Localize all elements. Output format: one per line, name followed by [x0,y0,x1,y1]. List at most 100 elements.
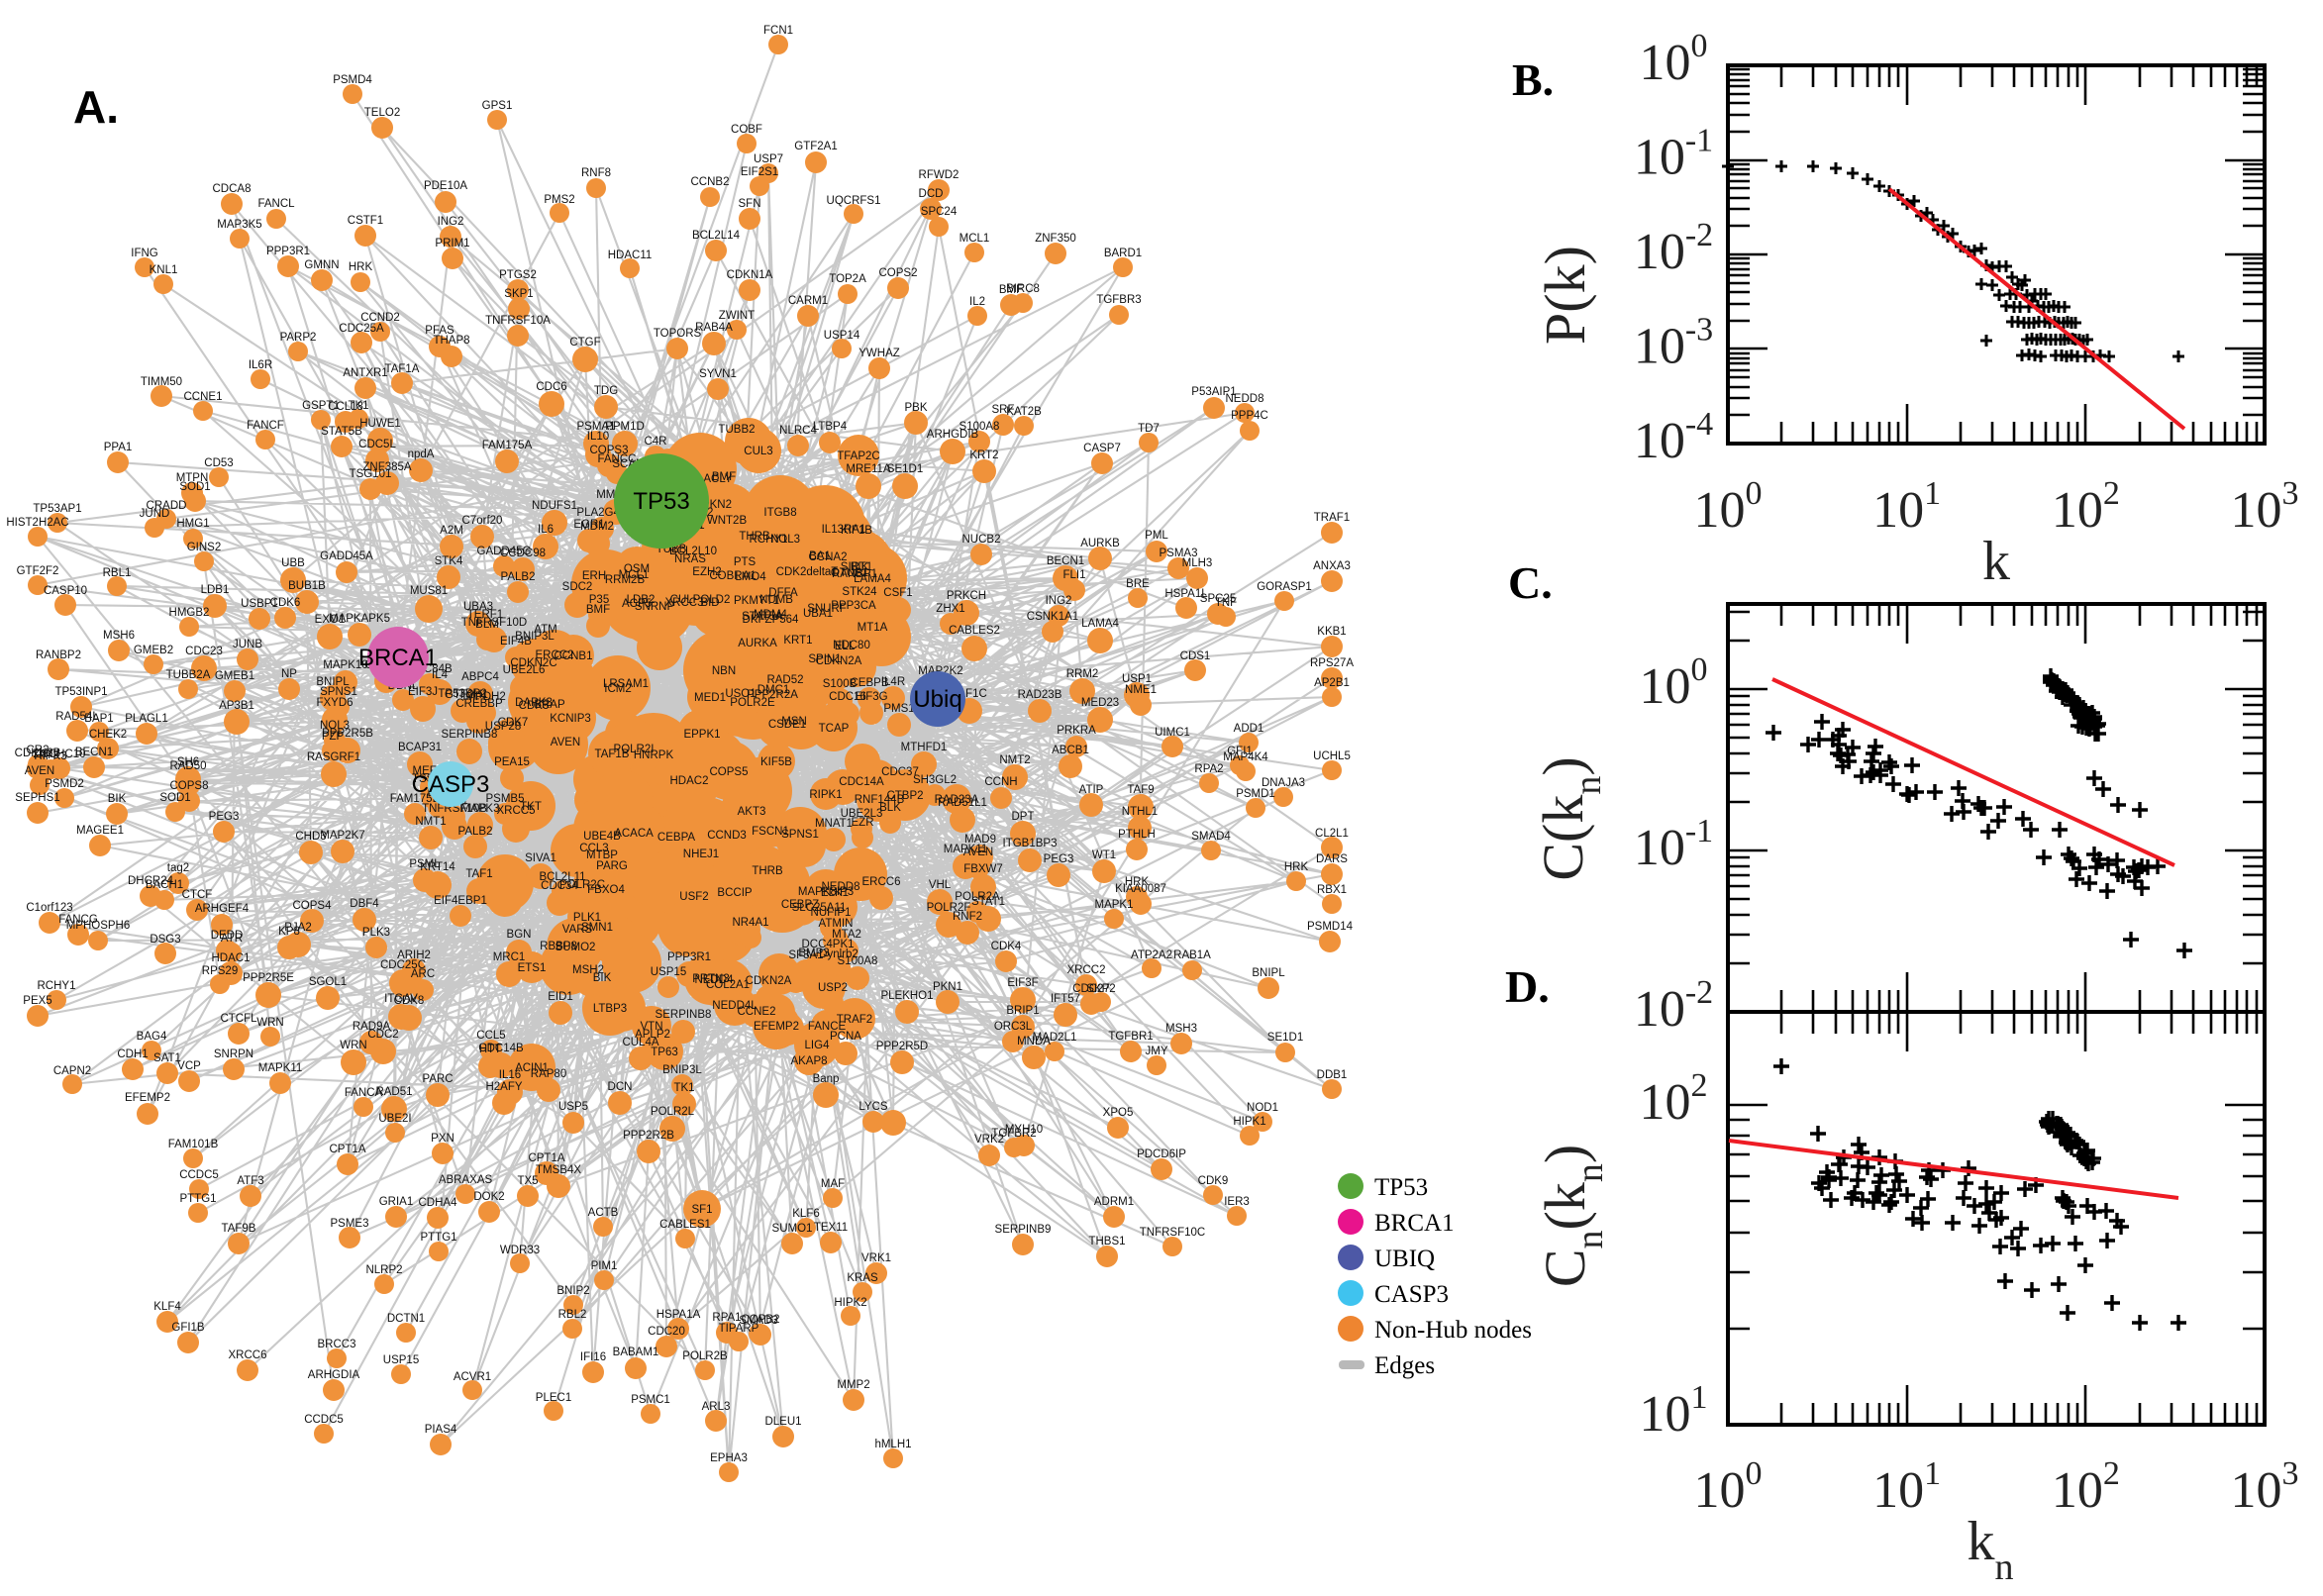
svg-text:PMS2: PMS2 [544,194,574,206]
svg-text:BA1: BA1 [809,550,831,562]
svg-text:NMT1: NMT1 [415,816,446,828]
svg-text:POLR2E: POLR2E [730,697,775,709]
svg-text:LTBP3: LTBP3 [593,1003,627,1015]
svg-text:SKP2: SKP2 [1086,983,1115,995]
svg-text:CCND2: CCND2 [360,312,400,324]
svg-text:NDC80: NDC80 [833,640,870,651]
svg-text:SNRPN: SNRPN [214,1048,253,1060]
svg-text:THBS1: THBS1 [1088,1236,1125,1247]
svg-text:ELK1: ELK1 [821,887,849,899]
svg-text:PIAS4: PIAS4 [425,1424,457,1436]
svg-text:USP7: USP7 [754,153,783,165]
svg-text:MCL1: MCL1 [960,233,990,245]
svg-text:KRT2: KRT2 [969,449,998,461]
svg-text:Ubiq: Ubiq [913,686,961,713]
svg-text:NME1: NME1 [1125,684,1157,696]
svg-text:WDR33: WDR33 [500,1245,540,1256]
svg-text:MAP4K4: MAP4K4 [1223,751,1268,763]
svg-text:GADD45G: GADD45G [477,546,532,557]
svg-text:FANCE: FANCE [808,1021,847,1033]
svg-text:CTCFL: CTCFL [220,1013,257,1025]
svg-text:CDC5L: CDC5L [358,439,396,450]
svg-text:TAF1: TAF1 [465,868,492,880]
svg-text:BID: BID [700,597,719,609]
svg-text:EIF3F: EIF3F [1007,977,1038,989]
svg-text:PTGS2: PTGS2 [499,269,537,281]
svg-text:ACLY: ACLY [703,473,733,485]
svg-text:CCNE1: CCNE1 [184,391,223,403]
svg-text:GSPT1: GSPT1 [302,400,340,412]
svg-text:PSME3: PSME3 [331,1218,369,1230]
svg-text:WRN: WRN [340,1040,366,1051]
svg-text:SUMO2: SUMO2 [556,942,596,953]
svg-text:ACP5: ACP5 [622,598,652,610]
svg-text:EIF3G: EIF3G [855,691,887,703]
svg-text:AKT3: AKT3 [738,806,766,818]
svg-text:BABAM1: BABAM1 [613,1347,659,1358]
svg-text:LDB2: LDB2 [627,594,656,606]
svg-text:SGOL1: SGOL1 [309,976,347,988]
svg-text:MED23: MED23 [1081,697,1119,709]
svg-text:CDKN2A: CDKN2A [746,975,792,987]
svg-text:PDE10A: PDE10A [424,180,467,192]
svg-text:MTPN: MTPN [176,472,209,484]
svg-text:THRB: THRB [752,865,783,877]
svg-text:ARC: ARC [411,968,435,980]
svg-text:UBA3: UBA3 [463,601,493,613]
svg-text:AURKB: AURKB [1080,538,1120,549]
svg-text:POLR2A: POLR2A [955,891,1000,903]
svg-text:KAT2B: KAT2B [1006,406,1042,418]
svg-text:BNIP3L: BNIP3L [662,1064,702,1076]
svg-text:SAT1: SAT1 [153,1052,181,1064]
svg-text:TELO2: TELO2 [364,107,400,119]
svg-text:PDCD6IP: PDCD6IP [1137,1148,1186,1160]
svg-text:RANBP2: RANBP2 [36,649,81,661]
svg-text:JMY: JMY [1146,1046,1168,1057]
svg-text:SIVA1: SIVA1 [525,852,556,864]
svg-text:103: 103 [2231,475,2299,539]
svg-text:BARD1: BARD1 [1104,248,1142,259]
svg-text:MAPKAPK5: MAPKAPK5 [329,613,390,625]
svg-text:HRK: HRK [349,261,373,273]
svg-text:ZNF350: ZNF350 [1035,233,1076,245]
svg-text:CDK4: CDK4 [991,941,1022,952]
svg-text:IFNG: IFNG [131,248,158,259]
svg-text:RPS29: RPS29 [202,965,238,977]
svg-text:BUB1B: BUB1B [288,580,326,592]
svg-text:MDM4: MDM4 [754,609,787,621]
svg-text:DKFZP564: DKFZP564 [743,614,799,626]
svg-text:PEG3: PEG3 [209,811,240,823]
svg-text:ABRAXAS: ABRAXAS [439,1174,493,1186]
svg-text:ARL3: ARL3 [702,1401,731,1413]
svg-text:TK1: TK1 [348,400,368,412]
svg-text:NEDD4L: NEDD4L [712,1000,758,1012]
svg-text:HMG1: HMG1 [176,518,209,530]
svg-text:10-2: 10-2 [1634,217,1713,280]
svg-text:TIPARP: TIPARP [719,1323,759,1335]
svg-text:UBE2L6: UBE2L6 [503,664,546,676]
svg-text:DCC4PK1: DCC4PK1 [801,939,854,950]
svg-text:TMSB4X: TMSB4X [536,1164,581,1176]
svg-text:KKB1: KKB1 [1317,626,1346,638]
svg-text:UIMC1: UIMC1 [1155,727,1190,739]
svg-text:BAP1: BAP1 [84,713,113,725]
svg-text:RPA1: RPA1 [712,1312,741,1324]
svg-text:USP15: USP15 [651,966,686,978]
svg-text:UBE2I: UBE2I [378,1113,411,1125]
svg-text:npdA: npdA [408,449,435,460]
svg-text:BGN: BGN [507,929,532,941]
svg-text:RRM2B: RRM2B [605,574,646,586]
svg-text:CRADD: CRADD [147,500,187,512]
svg-text:EXO1: EXO1 [315,614,346,626]
svg-text:RAD52: RAD52 [766,674,803,686]
svg-text:ABCB1: ABCB1 [1052,745,1089,756]
svg-text:CCL18: CCL18 [328,401,363,413]
svg-text:SF3A1: SF3A1 [788,949,823,961]
svg-text:DDB1: DDB1 [1317,1069,1348,1081]
svg-text:PSMA3: PSMA3 [1160,548,1198,559]
svg-text:PPP3R1: PPP3R1 [266,246,310,257]
svg-text:IL4: IL4 [432,669,449,681]
svg-text:ATM: ATM [534,624,556,636]
svg-text:FANCF: FANCF [247,420,284,432]
svg-text:CCND3: CCND3 [707,830,747,842]
